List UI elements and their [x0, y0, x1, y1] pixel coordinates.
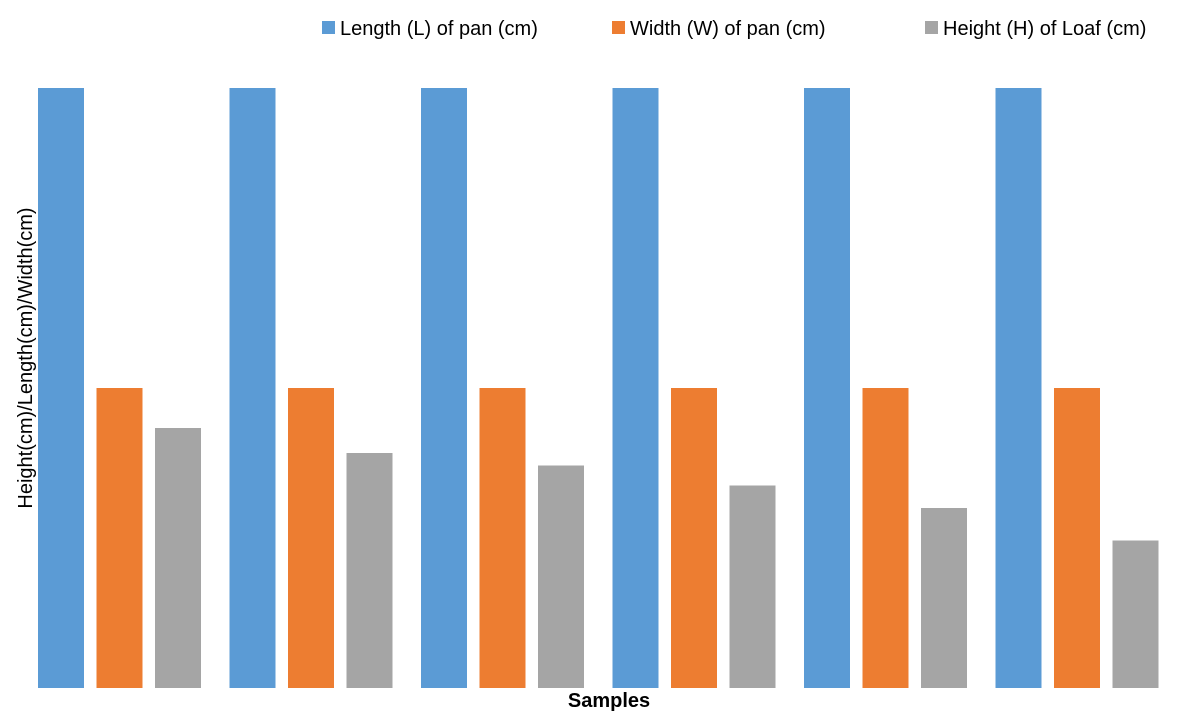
bar-series-3-sample-2 [346, 453, 393, 688]
legend-label-1: Length (L) of pan (cm) [340, 18, 538, 40]
bar-series-2-sample-5 [862, 388, 909, 688]
legend-swatch-2 [612, 21, 625, 34]
x-axis-label: Samples [568, 690, 650, 711]
bar-series-1-sample-6 [995, 88, 1042, 688]
bar-series-3-sample-5 [921, 508, 967, 688]
bar-series-2-sample-1 [96, 388, 143, 688]
legend-label-3: Height (H) of Loaf (cm) [943, 18, 1146, 40]
legend-swatch-1 [322, 21, 335, 34]
bar-series-2-sample-4 [671, 388, 717, 688]
bar-series-1-sample-5 [804, 88, 850, 688]
bar-series-2-sample-2 [288, 388, 334, 688]
bar-series-3-sample-3 [538, 465, 584, 688]
bar-series-1-sample-2 [229, 88, 276, 688]
bar-series-2-sample-3 [479, 388, 526, 688]
bar-series-1-sample-1 [38, 88, 84, 688]
legend-label-2: Width (W) of pan (cm) [630, 18, 826, 40]
y-axis-label: Height(cm)/Length(cm)/Width(cm) [15, 207, 37, 508]
bar-series-2-sample-6 [1054, 388, 1100, 688]
legend: Length (L) of pan (cm) Width (W) of pan (… [322, 18, 1146, 40]
legend-swatch-3 [925, 21, 938, 34]
bar-series-3-sample-4 [729, 485, 776, 688]
bar-series-3-sample-1 [155, 428, 201, 688]
bar-series-1-sample-3 [421, 88, 467, 688]
bar-series-3-sample-6 [1112, 540, 1159, 688]
bar-series-1-sample-4 [612, 88, 659, 688]
bars-group [38, 88, 1159, 688]
